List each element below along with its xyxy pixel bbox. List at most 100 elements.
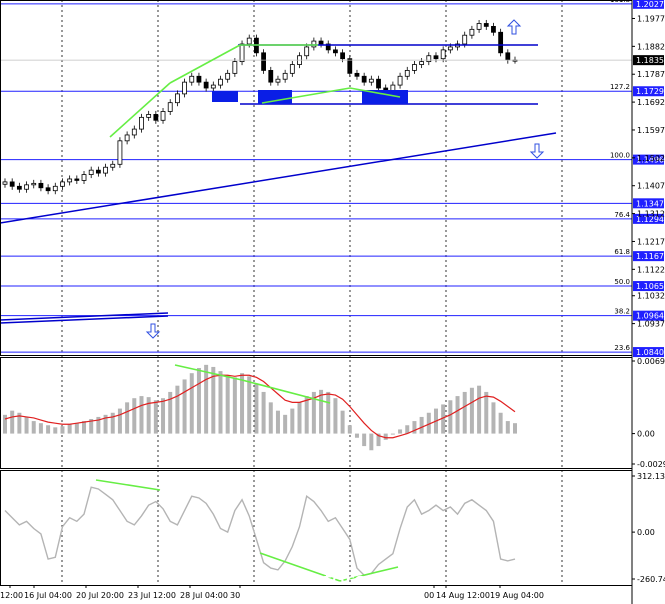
macd-bar-2 bbox=[17, 412, 22, 434]
macd-bar-19 bbox=[139, 396, 144, 434]
macd-bar-27 bbox=[196, 367, 201, 434]
candle-body-1 bbox=[9, 181, 15, 187]
macd-bar-14 bbox=[103, 414, 108, 434]
fib-price-label-2: 1.1496 bbox=[636, 156, 664, 165]
macd-tick-label-2: -0.00292 bbox=[637, 460, 665, 469]
candle-body-52 bbox=[376, 78, 381, 89]
macd-bar-10 bbox=[74, 423, 79, 434]
fib-price-label-4: 1.1294 bbox=[636, 215, 664, 224]
current-price-box bbox=[633, 55, 664, 66]
arrow-down-icon bbox=[529, 143, 545, 159]
price-tick-label-1: 1.1882 bbox=[637, 42, 665, 51]
macd-bar-43 bbox=[311, 391, 316, 434]
candle-body-66 bbox=[476, 23, 482, 30]
candle-body-59 bbox=[426, 55, 432, 63]
candle-body-13 bbox=[95, 169, 101, 174]
macd-bar-55 bbox=[398, 429, 403, 434]
candle-body-0 bbox=[2, 181, 8, 185]
macd-divergence-line-0 bbox=[174, 364, 243, 381]
divergence-line-3 bbox=[261, 87, 351, 104]
arrow-down-icon-2 bbox=[145, 323, 161, 339]
divergence-line-4 bbox=[349, 87, 401, 98]
candle-body-37 bbox=[268, 70, 274, 83]
candle-body-33 bbox=[239, 43, 245, 63]
divergence-line-1 bbox=[169, 44, 241, 84]
current-price-label: 1.1835 bbox=[636, 56, 664, 65]
candle-body-17 bbox=[124, 134, 130, 142]
candle-body-19 bbox=[139, 116, 144, 130]
macd-bar-69 bbox=[498, 412, 503, 434]
candle-body-39 bbox=[282, 72, 288, 80]
cci-divergence-line-2 bbox=[339, 566, 399, 582]
divergence-line-0 bbox=[109, 82, 171, 138]
macd-bar-42 bbox=[304, 396, 309, 434]
price-tick-label-6: 1.1407 bbox=[637, 182, 665, 191]
fib-label-7: 38.2 bbox=[614, 308, 630, 316]
date-label-5: 30 bbox=[230, 591, 240, 600]
macd-bar-3 bbox=[24, 416, 29, 434]
date-label-7: 14 Aug 12:00 bbox=[436, 591, 490, 600]
macd-bar-8 bbox=[60, 426, 65, 434]
candle-body-36 bbox=[261, 52, 266, 71]
fib-price-box-5 bbox=[633, 251, 664, 262]
fib-label-8: 23.6 bbox=[614, 344, 630, 352]
macd-bar-29 bbox=[211, 366, 216, 434]
lower-trend-line bbox=[0, 312, 169, 321]
price-candles bbox=[2, 19, 518, 195]
macd-bar-28 bbox=[204, 364, 209, 434]
price-tick-label-9: 1.1122 bbox=[637, 265, 665, 274]
candle-body-43 bbox=[311, 40, 317, 48]
macd-bar-11 bbox=[82, 421, 87, 434]
date-label-4: 28 Jul 04:00 bbox=[180, 591, 228, 600]
candle-body-60 bbox=[433, 55, 439, 60]
cci-line bbox=[4, 486, 516, 577]
macd-bar-68 bbox=[491, 402, 496, 434]
macd-bar-46 bbox=[333, 398, 338, 434]
macd-bar-5 bbox=[38, 423, 43, 434]
macd-bar-71 bbox=[513, 423, 517, 434]
macd-bar-70 bbox=[505, 421, 510, 434]
cci-tick-label-2: -260.7481 bbox=[637, 575, 665, 584]
macd-bar-48 bbox=[347, 425, 352, 434]
macd-bar-57 bbox=[412, 421, 417, 434]
macd-bar-38 bbox=[275, 410, 280, 434]
macd-bar-61 bbox=[441, 404, 446, 434]
candle-body-12 bbox=[88, 169, 94, 175]
price-tick-label-5: 1.1502 bbox=[637, 154, 665, 163]
candle-body-9 bbox=[67, 178, 73, 183]
candle-body-40 bbox=[289, 64, 295, 74]
macd-bar-37 bbox=[268, 402, 273, 434]
macd-bar-36 bbox=[261, 391, 266, 434]
macd-bar-56 bbox=[405, 425, 410, 434]
macd-tick-label-1: 0.00 bbox=[637, 430, 655, 439]
candle-body-29 bbox=[210, 84, 216, 89]
candle-body-4 bbox=[31, 182, 37, 186]
candle-body-51 bbox=[368, 78, 374, 83]
candle-body-22 bbox=[160, 111, 166, 121]
price-tick-label-8: 1.1217 bbox=[637, 237, 665, 246]
macd-bar-41 bbox=[297, 402, 302, 434]
macd-bar-15 bbox=[110, 412, 115, 434]
candle-body-25 bbox=[182, 81, 187, 95]
macd-bar-18 bbox=[132, 398, 137, 434]
demand-zone-2 bbox=[362, 90, 408, 104]
candle-body-10 bbox=[74, 178, 80, 181]
candle-body-18 bbox=[131, 128, 137, 136]
macd-bar-64 bbox=[462, 391, 467, 434]
fib-levels: 161.8 1.2027 127.2 1.1729 100.0 1.1496 1.1347 7… bbox=[0, 0, 664, 358]
lower-trend-line-2 bbox=[0, 315, 169, 324]
price-tick-label-11: 1.0937 bbox=[637, 320, 665, 329]
price-tick-label-7: 1.1312 bbox=[637, 210, 665, 219]
macd-bar-65 bbox=[469, 387, 474, 434]
fib-price-box-7 bbox=[633, 310, 664, 321]
macd-bar-44 bbox=[319, 389, 324, 434]
fib-price-label-6: 1.1065 bbox=[636, 282, 664, 291]
cci-pane: instaforex bbox=[4, 479, 516, 594]
fib-price-label-5: 1.1167 bbox=[636, 252, 664, 261]
demand-zone-0 bbox=[212, 91, 238, 102]
fib-price-box-1 bbox=[633, 86, 664, 97]
macd-bar-26 bbox=[189, 373, 194, 434]
fib-label-5: 61.8 bbox=[614, 248, 630, 256]
macd-bar-4 bbox=[31, 421, 36, 434]
